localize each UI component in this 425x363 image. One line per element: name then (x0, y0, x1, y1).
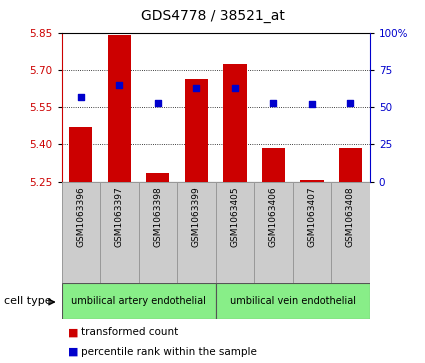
Bar (300, 180, 323, 182)
Bar (69, 127, 92, 182)
Text: ■: ■ (68, 347, 79, 357)
Point (193, 85, 200, 91)
Point (155, 100, 162, 106)
Bar (100, 182, 139, 283)
Text: GSM1063399: GSM1063399 (192, 187, 201, 247)
Text: GSM1063405: GSM1063405 (230, 187, 239, 247)
Bar (108, 35, 131, 182)
Point (309, 101, 315, 107)
Bar (215, 182, 254, 283)
Bar (262, 148, 285, 182)
Text: GSM1063408: GSM1063408 (346, 187, 355, 247)
Bar (339, 148, 362, 182)
Text: umbilical vein endothelial: umbilical vein endothelial (230, 296, 356, 306)
Text: GSM1063398: GSM1063398 (153, 187, 162, 247)
Bar (139, 182, 177, 283)
Point (116, 82, 123, 87)
Bar (146, 173, 170, 182)
Text: transformed count: transformed count (81, 327, 178, 337)
Point (77, 94, 84, 99)
Bar (224, 64, 246, 182)
Bar (254, 182, 293, 283)
Bar (62, 283, 215, 319)
Bar (62, 182, 100, 283)
Point (232, 85, 238, 91)
Bar (185, 78, 208, 182)
Bar (177, 182, 215, 283)
Point (347, 100, 354, 106)
Bar (331, 182, 370, 283)
Text: umbilical artery endothelial: umbilical artery endothelial (71, 296, 206, 306)
Text: GSM1063396: GSM1063396 (76, 187, 85, 247)
Point (270, 100, 277, 106)
Text: GSM1063406: GSM1063406 (269, 187, 278, 247)
Bar (293, 182, 331, 283)
Bar (215, 283, 370, 319)
Text: cell type: cell type (4, 296, 52, 306)
Text: percentile rank within the sample: percentile rank within the sample (81, 347, 257, 357)
Text: GDS4778 / 38521_at: GDS4778 / 38521_at (141, 9, 284, 23)
Text: GSM1063397: GSM1063397 (115, 187, 124, 247)
Text: ■: ■ (68, 327, 79, 337)
Text: GSM1063407: GSM1063407 (307, 187, 317, 247)
